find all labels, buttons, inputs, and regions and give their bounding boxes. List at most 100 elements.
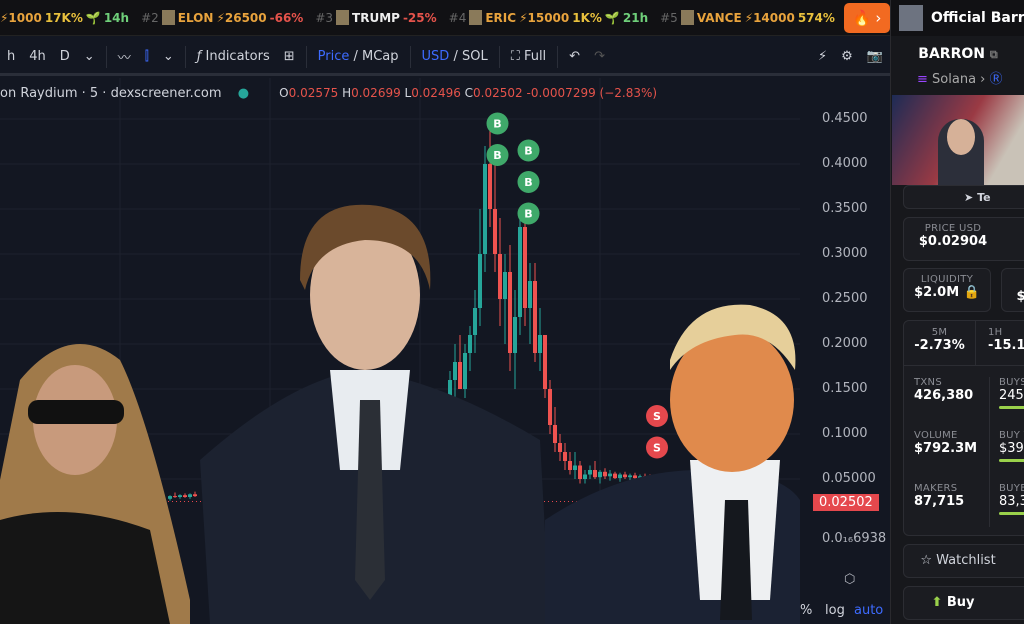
chevron-down-icon[interactable]: ⌄ bbox=[162, 49, 174, 64]
layout-grid-icon[interactable]: ⊞ bbox=[283, 49, 295, 64]
candle-body bbox=[533, 281, 537, 353]
candle-body bbox=[468, 335, 472, 353]
axis-tick-label: 0.4500 bbox=[822, 111, 868, 126]
candlestick-icon[interactable]: ⫿ bbox=[144, 49, 149, 64]
raydium-icon: Ⓡ bbox=[989, 72, 1003, 87]
interval-d[interactable]: D bbox=[59, 49, 70, 64]
candle-body bbox=[513, 317, 517, 353]
fire-icon: 🔥 bbox=[852, 9, 872, 27]
ticker-item[interactable]: #3 TRUMP -25% bbox=[315, 10, 437, 25]
candle-body bbox=[618, 474, 622, 479]
photo-young-man bbox=[200, 204, 550, 624]
candle-body bbox=[558, 443, 562, 452]
chevron-down-icon[interactable]: ⌄ bbox=[83, 49, 95, 64]
usd-sol-toggle[interactable]: USD / SOL bbox=[421, 49, 488, 64]
candle-body bbox=[603, 471, 607, 477]
camera-icon[interactable]: 📷 bbox=[866, 49, 883, 64]
function-icon: ƒ bbox=[196, 49, 202, 64]
candle-body bbox=[613, 473, 617, 479]
fdv-box: $ bbox=[1001, 268, 1024, 312]
candle-body bbox=[588, 470, 592, 475]
candle-body bbox=[568, 461, 572, 470]
price-axis[interactable]: 0.02502 0.0₁₆6938 ⬡ 0.4500 0.4000 0.3500 0.… bbox=[800, 78, 890, 624]
interval-h[interactable]: h bbox=[7, 49, 16, 64]
candle-body bbox=[523, 227, 527, 308]
token-banner-image bbox=[892, 95, 1024, 185]
interval-4h[interactable]: 4h bbox=[29, 49, 46, 64]
price-chart[interactable]: B B B B B S S bbox=[0, 78, 800, 624]
price-mcap-toggle[interactable]: Price / MCap bbox=[317, 49, 399, 64]
quick-search-icon[interactable]: ⚡ bbox=[818, 49, 828, 64]
watchlist-button[interactable]: ☆ Watchlist bbox=[903, 544, 1024, 578]
candle-body bbox=[178, 495, 182, 497]
axis-tick-label: 0.4000 bbox=[822, 156, 868, 171]
ticker-item[interactable]: ⚡1000 17K% 🌱 14h bbox=[0, 10, 130, 25]
chain-name: Solana bbox=[932, 72, 977, 87]
candle-body bbox=[638, 476, 642, 479]
stat-sub-1: BUY V$390 bbox=[999, 430, 1024, 462]
ohlc-values: O0.02575 H0.02699 L0.02496 C0.02502 -0.0… bbox=[279, 86, 658, 100]
candle-body bbox=[448, 380, 452, 398]
telegram-button[interactable]: ➤ Te bbox=[903, 185, 1024, 209]
arrow-up-circle-icon: ⬆ bbox=[931, 595, 943, 610]
fullscreen-button[interactable]: ⛶ Full bbox=[510, 49, 547, 64]
indicators-button[interactable]: ƒ Indicators bbox=[196, 49, 270, 64]
buy-marker bbox=[517, 171, 540, 193]
token-thumbnail bbox=[680, 10, 694, 25]
axis-tick-label: 0.1000 bbox=[822, 426, 868, 441]
candle-body bbox=[563, 452, 567, 461]
marker-label: B bbox=[524, 176, 532, 189]
marker-label: B bbox=[493, 118, 501, 131]
candle-body bbox=[633, 475, 637, 479]
redo-icon[interactable]: ↷ bbox=[594, 49, 605, 64]
log-toggle[interactable]: log bbox=[825, 603, 845, 618]
line-chart-icon[interactable]: 〰 bbox=[117, 51, 131, 66]
candle-body bbox=[463, 353, 467, 389]
photo-woman bbox=[0, 344, 190, 624]
change-5m[interactable]: 5M -2.73% bbox=[904, 321, 976, 366]
axis-tick-label: 0.05000 bbox=[822, 471, 876, 486]
telegram-icon: ➤ bbox=[964, 191, 974, 204]
axis-tick-label: 0.1500 bbox=[822, 381, 868, 396]
stat-sub-2: BUYE83,3 bbox=[999, 483, 1024, 515]
percent-toggle[interactable]: % bbox=[800, 603, 813, 618]
buy-marker bbox=[486, 112, 509, 135]
candle-body bbox=[608, 473, 612, 477]
gear-icon[interactable]: ⚙ bbox=[841, 49, 853, 64]
candle-body bbox=[543, 335, 547, 389]
chevron-right-icon: › bbox=[875, 9, 882, 27]
buy-ratio-bar bbox=[999, 512, 1024, 515]
copy-icon[interactable]: ⧉ bbox=[989, 48, 998, 61]
legend-source: on Raydium · 5 · dexscreener.com bbox=[0, 86, 222, 101]
liquidity-box: LIQUIDITY $2.0M 🔒 bbox=[903, 268, 991, 312]
buy-marker bbox=[517, 202, 540, 225]
lock-icon: 🔒 bbox=[963, 285, 980, 300]
ticker-item[interactable]: #2 ELON ⚡26500 -66% bbox=[141, 10, 304, 25]
ticker-item[interactable]: #4 ERIC ⚡15000 1K% 🌱 21h bbox=[448, 10, 649, 25]
change-1h[interactable]: 1H-15.14 bbox=[976, 321, 1024, 366]
overlay-photos bbox=[0, 204, 800, 624]
axis-settings-icon[interactable]: ⬡ bbox=[844, 572, 856, 587]
stats-divider bbox=[989, 377, 990, 527]
candle-body bbox=[593, 470, 597, 478]
candle-body bbox=[498, 254, 502, 299]
candle-body bbox=[173, 496, 177, 498]
undo-icon[interactable]: ↶ bbox=[569, 49, 581, 64]
buy-button[interactable]: ⬆ Buy bbox=[903, 586, 1024, 620]
candle-body bbox=[553, 425, 557, 443]
auto-toggle[interactable]: auto bbox=[854, 603, 884, 618]
last-price-label: 0.02502 bbox=[813, 494, 879, 511]
buy-ratio-bar bbox=[999, 406, 1024, 409]
marker-label: B bbox=[524, 145, 532, 158]
seedling-icon: 🌱 bbox=[604, 10, 620, 25]
candle-body bbox=[188, 494, 192, 497]
marker-label: S bbox=[653, 442, 661, 455]
buy-marker bbox=[486, 144, 509, 166]
candle-body bbox=[598, 471, 602, 478]
axis-tick-label: 0.3500 bbox=[822, 201, 868, 216]
trending-button[interactable]: 🔥 › bbox=[844, 3, 890, 33]
candle-body bbox=[183, 495, 187, 497]
candle-body bbox=[548, 389, 552, 425]
